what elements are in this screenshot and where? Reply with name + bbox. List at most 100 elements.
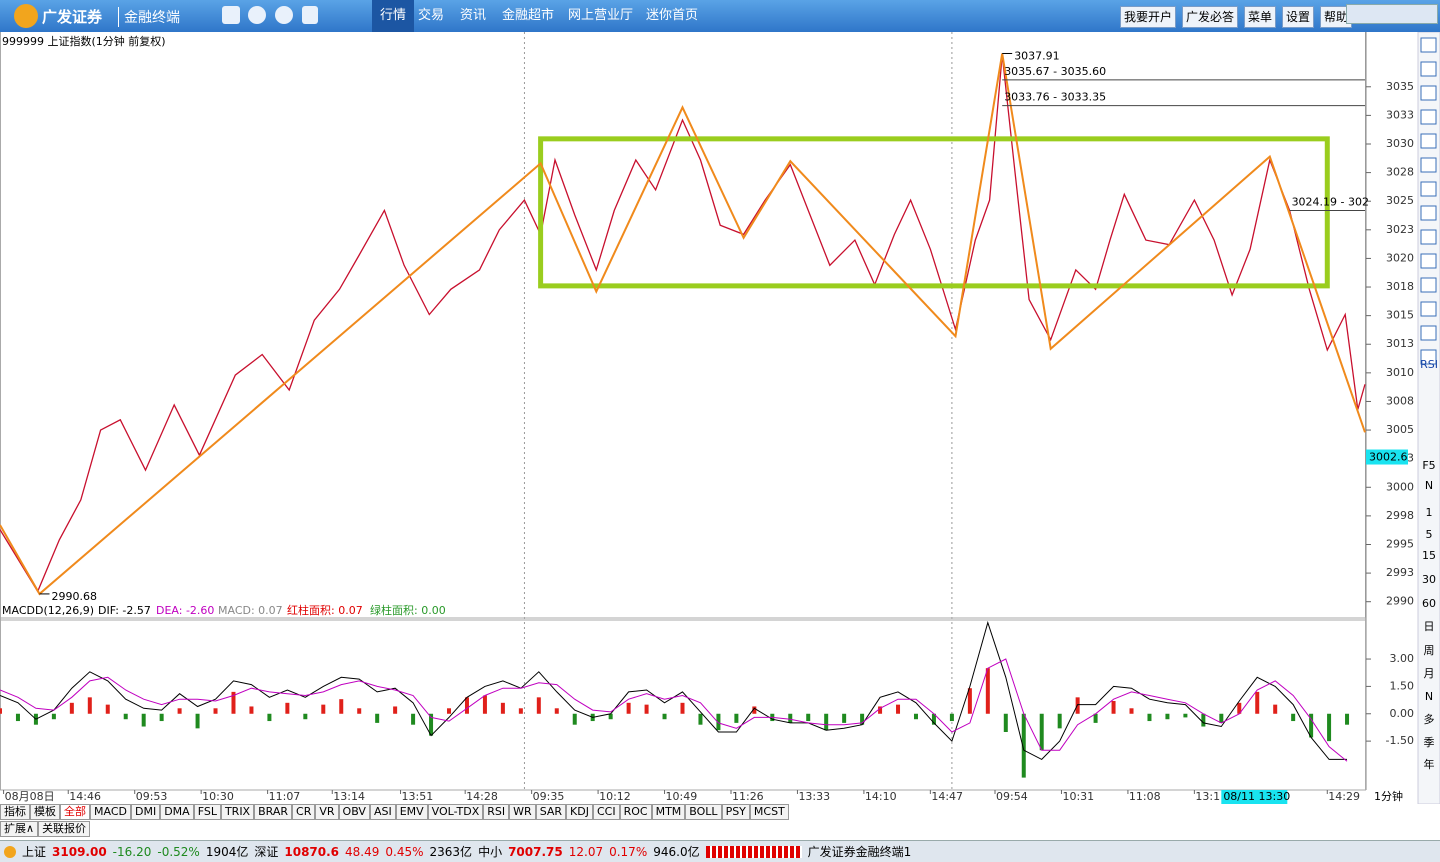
indicator-tab[interactable]: DMI xyxy=(130,804,161,820)
macd-bar xyxy=(572,713,577,725)
sidebar-label: 5 xyxy=(1426,528,1433,541)
indicator-tab[interactable]: 指标 xyxy=(0,804,30,820)
status-icon xyxy=(4,845,16,858)
y-tick-label: 3023 xyxy=(1386,223,1414,236)
toolbar: 广发证券 金融终端 行情 交易 资讯 金融超市 网上营业厅 迷你首页 我要开户 广发必答 菜单… xyxy=(0,0,1440,32)
y-tick-label: 2995 xyxy=(1386,537,1414,550)
indicator-tab[interactable]: FSL xyxy=(193,804,221,820)
status-change: 48.49 xyxy=(345,844,380,859)
sidebar-icon xyxy=(1420,133,1437,149)
indicator-tab[interactable]: MTM xyxy=(651,804,686,820)
x-tick-label: 09:53 xyxy=(136,790,168,803)
sidebar xyxy=(1417,32,1440,804)
macd-bar xyxy=(285,702,290,714)
indicator-tab[interactable]: WR xyxy=(509,804,536,820)
macd-bar xyxy=(105,704,110,714)
sidebar-icon xyxy=(1420,85,1437,101)
indicator-tab[interactable]: 全部 xyxy=(60,804,90,820)
top-button[interactable]: 我要开户 xyxy=(1120,6,1177,28)
macd-bar xyxy=(15,713,20,722)
indicator-tab[interactable]: EMV xyxy=(395,804,428,820)
top-button[interactable]: 设置 xyxy=(1282,6,1315,28)
macd-bar xyxy=(411,713,416,725)
macd-bar xyxy=(51,713,56,720)
period-label: 1分钟 xyxy=(1374,789,1403,803)
sidebar-icon xyxy=(1420,181,1437,197)
indicator-tab[interactable]: TRIX xyxy=(220,804,255,820)
indicator-tab[interactable]: PSY xyxy=(721,804,750,820)
level-label: 3035.67 - 3035.60 xyxy=(1004,65,1106,78)
x-tick-label: 14:28 xyxy=(466,790,498,803)
home-icon[interactable] xyxy=(222,6,240,24)
y-tick-label: 2990 xyxy=(1386,595,1414,608)
y-tick-label: 3005 xyxy=(1386,423,1414,436)
nav-tab[interactable]: 金融超市 xyxy=(502,8,555,23)
sidebar-icon xyxy=(1420,277,1437,293)
macd-bar xyxy=(824,713,829,731)
x-tick-label: 13:33 xyxy=(798,790,830,803)
indicator-tab[interactable]: RSI xyxy=(483,804,510,820)
indicator-tab[interactable]: ROC xyxy=(619,804,652,820)
indicator-tab[interactable]: VR xyxy=(315,804,339,820)
top-button[interactable]: 帮助 xyxy=(1320,6,1353,28)
macd-bar xyxy=(500,702,505,714)
back-icon[interactable] xyxy=(248,6,266,24)
macd-bar xyxy=(716,713,721,731)
x-tick-label: 13:51 xyxy=(402,790,434,803)
nav-tab[interactable]: 资讯 xyxy=(460,8,487,23)
top-button[interactable]: 菜单 xyxy=(1244,6,1277,28)
macd-bar xyxy=(87,697,92,714)
nav-tab[interactable]: 交易 xyxy=(418,8,445,23)
sidebar-icon xyxy=(1420,325,1437,341)
indicator-tab[interactable]: SAR xyxy=(535,804,567,820)
nav-tab[interactable]: 网上营业厅 xyxy=(568,8,634,23)
indicator-tab[interactable]: KDJ xyxy=(566,804,593,820)
menu-icon[interactable] xyxy=(302,6,318,24)
indicator-tab[interactable]: BRAR xyxy=(254,804,293,820)
indicator-tabs: 指标 模板 全部 MACD DMI DMA FSL TRIX BRAR CR VR OBV ASI EMV… xyxy=(0,804,789,820)
macd-header: 绿柱面积: 0.00 xyxy=(370,603,446,617)
extra-tab[interactable]: 扩展∧ xyxy=(0,821,39,837)
indicator-tab[interactable]: MCST xyxy=(749,804,789,820)
indicator-tab[interactable]: 模板 xyxy=(30,804,60,820)
macd-bar xyxy=(69,702,74,714)
indicator-tab[interactable]: CCI xyxy=(592,804,620,820)
macd-bar xyxy=(931,713,936,725)
top-button[interactable]: 广发必答 xyxy=(1182,6,1239,28)
macd-bar xyxy=(788,713,793,723)
indicator-tab[interactable]: BOLL xyxy=(685,804,722,820)
indicator-tab[interactable]: ASI xyxy=(369,804,396,820)
sidebar-icon xyxy=(1420,37,1437,53)
y-tick-label: 2993 xyxy=(1386,566,1414,579)
extra-tab[interactable]: 关联报价 xyxy=(38,821,91,837)
dif-line xyxy=(0,620,1347,761)
x-tick-label: 14:47 xyxy=(931,790,963,803)
macd-bar xyxy=(321,704,326,714)
macd-bar xyxy=(752,706,757,714)
y-tick-label: 3013 xyxy=(1386,337,1414,350)
y-tick-label: 3020 xyxy=(1386,251,1414,264)
macd-bar xyxy=(913,713,918,720)
sidebar-label: 月 xyxy=(1424,667,1435,680)
x-tick-label: 09:35 xyxy=(533,790,565,803)
indicator-tab[interactable]: OBV xyxy=(338,804,370,820)
x-tick-label: 10:49 xyxy=(666,790,698,803)
indicator-tab[interactable]: CR xyxy=(292,804,316,820)
status-price: 7007.75 xyxy=(508,844,563,859)
y-tick-label: 3025 xyxy=(1386,194,1414,207)
macd-bar xyxy=(357,708,362,714)
x-tick-label: 11:08 xyxy=(1129,790,1161,803)
status-volume: 946.0亿 xyxy=(653,845,700,859)
annotation-label: 2990.68 xyxy=(52,590,97,603)
indicator-tab[interactable]: MACD xyxy=(90,804,131,820)
window-controls[interactable] xyxy=(1346,4,1438,24)
indicator-tab[interactable]: VOL-TDX xyxy=(427,804,484,820)
macd-bar xyxy=(554,708,559,714)
nav-tab[interactable]: 行情 xyxy=(372,0,415,32)
indicator-tab[interactable]: DMA xyxy=(160,804,194,820)
sidebar-label: 年 xyxy=(1424,757,1435,771)
forward-icon[interactable] xyxy=(275,6,293,24)
nav-tab[interactable]: 迷你首页 xyxy=(646,8,699,23)
macd-bar xyxy=(267,713,272,722)
x-tick-label: 11:07 xyxy=(269,790,301,803)
